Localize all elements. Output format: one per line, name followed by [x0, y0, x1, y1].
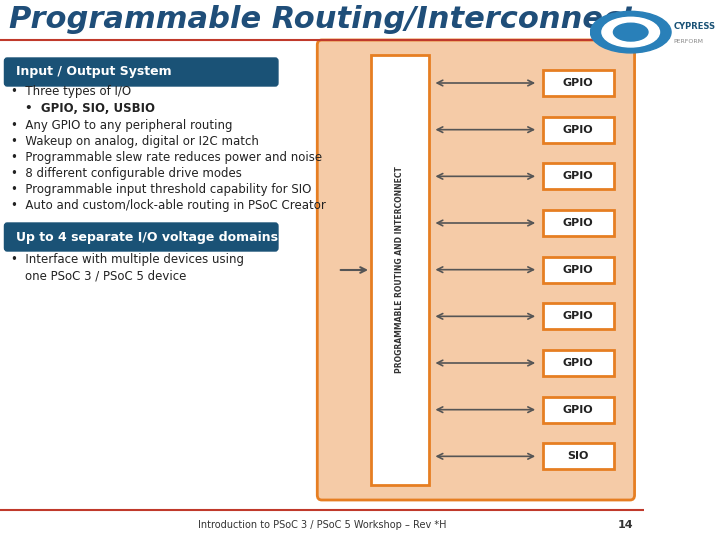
FancyBboxPatch shape: [542, 350, 614, 376]
Text: GPIO: GPIO: [563, 125, 593, 134]
Text: Up to 4 separate I/O voltage domains: Up to 4 separate I/O voltage domains: [16, 231, 278, 244]
FancyBboxPatch shape: [542, 256, 614, 282]
Circle shape: [590, 11, 671, 53]
FancyBboxPatch shape: [542, 397, 614, 423]
Text: Programmable Routing/Interconnect: Programmable Routing/Interconnect: [9, 5, 636, 35]
Text: GPIO: GPIO: [563, 218, 593, 228]
Text: Introduction to PSoC 3 / PSoC 5 Workshop – Rev *H: Introduction to PSoC 3 / PSoC 5 Workshop…: [197, 520, 446, 530]
Text: •  8 different configurable drive modes: • 8 different configurable drive modes: [11, 166, 242, 179]
Text: •  Any GPIO to any peripheral routing: • Any GPIO to any peripheral routing: [11, 118, 233, 132]
Text: GPIO: GPIO: [563, 171, 593, 181]
Text: •  Interface with multiple devices using: • Interface with multiple devices using: [11, 253, 244, 267]
Text: •  Three types of I/O: • Three types of I/O: [11, 85, 131, 98]
FancyBboxPatch shape: [318, 40, 634, 500]
Text: GPIO: GPIO: [563, 78, 593, 88]
Text: GPIO: GPIO: [563, 265, 593, 275]
Text: Input / Output System: Input / Output System: [16, 65, 171, 78]
FancyBboxPatch shape: [542, 70, 614, 96]
Text: GPIO: GPIO: [563, 358, 593, 368]
Text: •  GPIO, SIO, USBIO: • GPIO, SIO, USBIO: [25, 102, 155, 114]
Text: 14: 14: [618, 520, 634, 530]
Text: PERFORM: PERFORM: [673, 38, 703, 44]
FancyBboxPatch shape: [542, 210, 614, 236]
FancyBboxPatch shape: [542, 443, 614, 469]
Circle shape: [613, 23, 648, 41]
FancyBboxPatch shape: [371, 55, 429, 485]
Text: GPIO: GPIO: [563, 312, 593, 321]
Text: •  Programmable slew rate reduces power and noise: • Programmable slew rate reduces power a…: [11, 151, 322, 164]
Text: CYPRESS: CYPRESS: [673, 22, 716, 31]
Text: SIO: SIO: [567, 451, 589, 461]
Text: PROGRAMMABLE ROUTING AND INTERCONNECT: PROGRAMMABLE ROUTING AND INTERCONNECT: [395, 166, 405, 374]
Text: GPIO: GPIO: [563, 404, 593, 415]
Text: •  Auto and custom/lock-able routing in PSoC Creator: • Auto and custom/lock-able routing in P…: [11, 199, 325, 212]
FancyBboxPatch shape: [542, 303, 614, 329]
Text: •  Wakeup on analog, digital or I2C match: • Wakeup on analog, digital or I2C match: [11, 134, 258, 147]
Text: one PSoC 3 / PSoC 5 device: one PSoC 3 / PSoC 5 device: [25, 269, 186, 282]
Text: •  Programmable input threshold capability for SIO: • Programmable input threshold capabilit…: [11, 183, 311, 195]
FancyBboxPatch shape: [542, 163, 614, 190]
Circle shape: [602, 17, 660, 47]
FancyBboxPatch shape: [542, 117, 614, 143]
FancyBboxPatch shape: [4, 58, 278, 86]
FancyBboxPatch shape: [4, 223, 278, 251]
